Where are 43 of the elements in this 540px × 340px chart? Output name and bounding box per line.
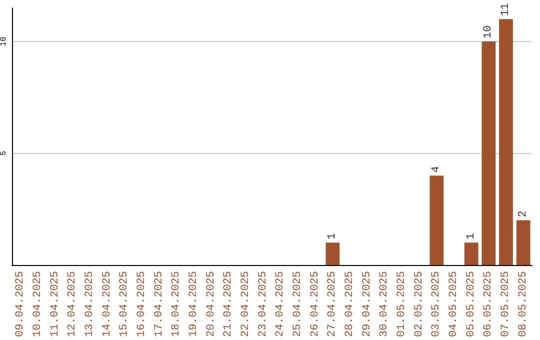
data-label: 10 [482, 25, 495, 39]
x-tick-label: 12.04.2025 [66, 270, 79, 338]
x-tick-label: 20.04.2025 [205, 270, 218, 338]
data-label: 1 [326, 232, 339, 240]
x-tick-label: 07.05.2025 [500, 270, 512, 338]
bar [482, 42, 496, 265]
x-tick-label: 23.04.2025 [257, 270, 270, 338]
x-tick-label: 10.04.2025 [32, 270, 44, 338]
bar [430, 176, 444, 265]
x-tick-label: 18.04.2025 [170, 270, 183, 338]
bar [464, 242, 478, 265]
bar [326, 242, 340, 265]
x-tick-label: 28.04.2025 [344, 270, 356, 338]
x-tick-label: 21.04.2025 [222, 270, 235, 338]
x-tick-label: 16.04.2025 [136, 270, 148, 338]
x-tick-label: 25.04.2025 [292, 270, 304, 338]
x-tick-label: 09.04.2025 [14, 270, 27, 338]
x-tick-label: 22.04.2025 [240, 270, 252, 338]
x-tick-label: 13.04.2025 [84, 270, 96, 338]
data-label: 4 [430, 166, 443, 173]
bar [499, 19, 513, 265]
x-tick-label: 19.04.2025 [188, 270, 200, 338]
x-tick-label: 03.05.2025 [430, 270, 443, 338]
x-tick-label: 24.04.2025 [274, 270, 287, 338]
x-tick-label: 14.04.2025 [101, 270, 114, 338]
x-tick-label: 05.05.2025 [465, 270, 478, 338]
x-tick-label: 01.05.2025 [396, 270, 408, 338]
x-tick-label: 08.05.2025 [517, 270, 530, 338]
x-tick-label: 27.04.2025 [326, 270, 339, 338]
x-tick-label: 17.04.2025 [153, 270, 166, 338]
data-label: 11 [500, 2, 512, 16]
y-tick-label: 5 [0, 150, 8, 156]
x-tick-label: 26.04.2025 [309, 270, 322, 338]
x-tick-label: 04.05.2025 [448, 270, 460, 338]
data-label: 1 [465, 232, 478, 240]
x-tick-label: 15.04.2025 [118, 270, 131, 338]
bar [516, 220, 530, 265]
x-tick-label: 02.05.2025 [413, 270, 426, 338]
x-tick-label: 06.05.2025 [482, 270, 495, 338]
x-tick-label: 30.04.2025 [378, 270, 391, 338]
data-label: 2 [517, 210, 530, 218]
x-tick-label: 11.04.2025 [49, 270, 62, 338]
x-tick-label: 29.04.2025 [361, 270, 374, 338]
